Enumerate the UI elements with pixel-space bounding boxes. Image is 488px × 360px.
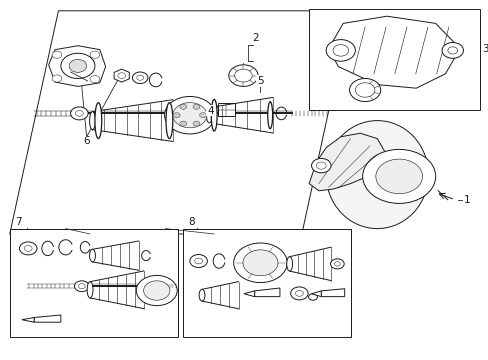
Bar [182,229,350,337]
Text: 8: 8 [187,217,194,227]
Text: 2: 2 [252,33,258,43]
Circle shape [375,159,422,194]
Circle shape [355,83,374,97]
Polygon shape [22,318,34,322]
Circle shape [69,59,86,72]
Circle shape [334,262,340,266]
Ellipse shape [325,121,427,229]
Circle shape [24,246,32,251]
Ellipse shape [165,103,172,139]
Text: 5: 5 [257,76,263,86]
Ellipse shape [211,99,217,131]
Circle shape [90,76,100,83]
Polygon shape [311,291,321,297]
Circle shape [137,75,143,80]
Circle shape [75,111,83,116]
Ellipse shape [87,282,93,298]
Bar [217,103,235,116]
Text: 6: 6 [83,136,90,147]
Circle shape [180,104,186,109]
Polygon shape [34,315,61,322]
Circle shape [172,103,206,128]
Circle shape [193,104,200,109]
Circle shape [349,78,380,102]
Circle shape [180,121,186,126]
Circle shape [308,294,317,300]
Circle shape [189,255,207,267]
Circle shape [311,158,330,173]
Circle shape [332,45,348,56]
Circle shape [234,69,252,82]
Polygon shape [49,46,105,86]
Circle shape [70,107,88,120]
Polygon shape [321,289,344,297]
Ellipse shape [286,257,292,271]
Ellipse shape [267,102,272,129]
Circle shape [233,243,286,283]
Circle shape [118,73,125,78]
Circle shape [193,121,200,126]
Circle shape [143,281,169,300]
Circle shape [325,40,355,61]
Circle shape [194,258,202,264]
Polygon shape [308,133,384,191]
Polygon shape [254,288,279,297]
Circle shape [90,51,100,58]
Circle shape [20,242,37,255]
Circle shape [290,287,307,300]
Ellipse shape [95,103,102,139]
Circle shape [52,75,61,82]
Circle shape [132,72,148,84]
Circle shape [295,291,303,296]
Polygon shape [10,11,350,234]
Text: 1: 1 [463,195,470,205]
Circle shape [164,96,215,134]
Circle shape [362,149,435,203]
Circle shape [61,53,95,78]
Text: 4: 4 [206,105,213,116]
Circle shape [74,281,89,292]
Ellipse shape [89,112,95,130]
Ellipse shape [89,249,95,262]
Ellipse shape [206,108,212,123]
Circle shape [228,65,258,86]
Text: 7: 7 [15,217,22,227]
Polygon shape [244,291,254,297]
Circle shape [199,113,206,118]
Bar [308,9,479,110]
Text: 3: 3 [481,44,488,54]
Circle shape [78,284,85,289]
Circle shape [441,42,463,58]
Ellipse shape [199,289,204,301]
Circle shape [316,162,325,169]
Circle shape [243,250,277,276]
Circle shape [136,275,177,306]
Circle shape [447,47,457,54]
Bar [10,229,177,337]
Polygon shape [328,16,459,88]
Circle shape [330,259,344,269]
Polygon shape [114,69,129,82]
Circle shape [52,51,61,58]
Circle shape [173,113,180,118]
